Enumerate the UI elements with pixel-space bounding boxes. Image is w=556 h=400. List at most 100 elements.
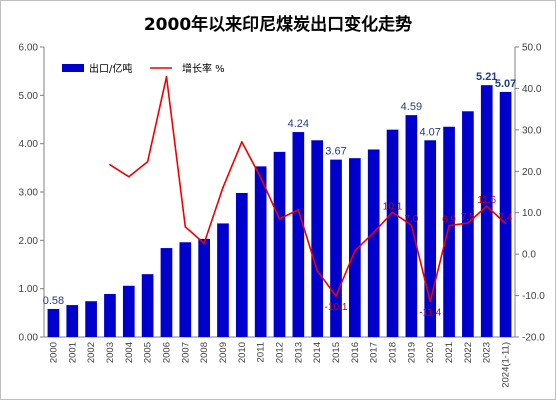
line-point: [165, 76, 168, 78]
bar-data-label: 5.21: [476, 71, 497, 83]
left-tick-label: 6.00: [19, 43, 39, 54]
x-tick-label: 2001: [67, 342, 78, 363]
line-point: [485, 205, 488, 207]
bar: [480, 85, 493, 337]
bar: [104, 293, 116, 337]
line-point: [184, 226, 187, 228]
line-point: [316, 269, 318, 272]
bar: [179, 242, 192, 337]
line-point: [146, 160, 149, 163]
left-tick-label: 4.00: [19, 139, 39, 150]
line-point: [467, 222, 469, 224]
bar: [367, 149, 380, 337]
line-point: [429, 300, 432, 303]
bar: [330, 159, 342, 337]
x-tick-label: 2008: [199, 342, 210, 363]
line-data-label: -10.1: [325, 302, 348, 313]
line-point: [410, 224, 413, 226]
bar: [311, 140, 324, 337]
line-point: [203, 242, 205, 245]
line-point: [222, 186, 224, 189]
line-point: [109, 163, 111, 166]
chart-title: 2000年以来印尼煤炭出口变化走势: [143, 15, 413, 35]
bar: [122, 285, 135, 337]
x-tick-label: 2024(1-11): [501, 342, 512, 388]
x-tick-label: 2013: [293, 342, 304, 363]
bar-data-label: 0.58: [43, 295, 64, 307]
x-tick-label: 2021: [444, 342, 455, 363]
right-tick-label: 50.0: [522, 43, 542, 54]
axes: 0.00 1.00 2.00 3.00 4.00 5.00 6.00 -20.0 -10.0 0.…: [19, 43, 546, 388]
x-tick-label: 2010: [237, 342, 248, 363]
right-tick-label: 20.0: [522, 167, 542, 178]
bar: [424, 140, 437, 337]
x-tick-label: 2007: [180, 342, 191, 363]
line-point: [391, 211, 394, 214]
left-tick-label: 5.00: [19, 91, 39, 102]
line-data-label: 7.0: [404, 214, 418, 225]
right-tick-label: 40.0: [522, 84, 542, 95]
line-point: [297, 209, 300, 211]
line-point: [448, 224, 450, 227]
x-tick-label: 2019: [406, 342, 417, 363]
bar: [66, 305, 79, 337]
line-point: [335, 295, 337, 297]
left-tick-label: 1.00: [19, 284, 39, 295]
legend-bar-swatch: [62, 64, 84, 72]
x-tick-label: 2004: [124, 342, 135, 363]
x-tick-label: 2016: [350, 342, 361, 363]
line-data-label: -11.4: [419, 307, 441, 318]
line-data-label: 6.9: [442, 215, 456, 226]
data-labels: 0.58 4.24 3.67 4.59 4.07 5.215.07 -10.1 10.17.0…: [43, 71, 517, 318]
bar-data-label: 4.24: [288, 118, 309, 130]
bar: [235, 192, 248, 337]
line-point: [372, 231, 375, 234]
right-tick-label: -10.0: [522, 291, 545, 302]
x-tick-label: 2015: [331, 342, 342, 363]
right-tick-label: 10.0: [522, 208, 542, 219]
bar-series: [47, 85, 512, 338]
line-data-label: 7.4: [499, 212, 513, 223]
bar: [292, 132, 305, 337]
x-tick-label: 2017: [369, 342, 380, 363]
bar: [254, 166, 267, 337]
right-tick-label: 0.0: [522, 250, 536, 261]
right-tick-label: -20.0: [522, 333, 545, 344]
line-point: [241, 141, 243, 143]
bar-data-label: 4.07: [420, 126, 441, 138]
bar: [47, 308, 60, 337]
bar: [160, 248, 173, 337]
x-tick-label: 2011: [256, 342, 267, 362]
x-tick-label: 2002: [86, 342, 97, 363]
x-tick-label: 2022: [463, 342, 474, 363]
x-tick-label: 2000: [48, 342, 59, 363]
bar: [462, 111, 474, 338]
bar-data-label: 4.59: [401, 101, 422, 113]
line-point: [354, 250, 356, 252]
line-point: [504, 222, 507, 225]
bar-data-label: 3.67: [325, 146, 346, 158]
x-tick-label: 2005: [143, 342, 154, 363]
legend-line-label: 增长率 %: [182, 62, 225, 75]
left-tick-label: 0.00: [19, 333, 39, 344]
line-data-label: 10.1: [383, 201, 403, 212]
growth-rate-line: [109, 76, 507, 303]
line-data-label: 11.6: [477, 195, 496, 206]
line-data-label: 7.5: [461, 212, 475, 223]
bar: [85, 301, 97, 337]
bar: [141, 274, 154, 337]
x-tick-label: 2003: [105, 342, 116, 363]
bar: [443, 126, 455, 337]
x-tick-label: 2012: [275, 342, 286, 363]
left-tick-label: 3.00: [19, 188, 39, 199]
bar: [499, 91, 512, 337]
x-tick-label: 2014: [312, 342, 323, 363]
x-tick-label: 2020: [425, 342, 436, 363]
line-series: [109, 76, 507, 303]
line-point: [127, 175, 130, 178]
x-tick-label: 2023: [482, 342, 493, 363]
right-tick-label: 30.0: [522, 125, 542, 136]
x-tick-label: 2009: [218, 342, 229, 363]
left-tick-label: 2.00: [19, 236, 39, 247]
legend-bar-label: 出口/亿吨: [89, 62, 132, 75]
